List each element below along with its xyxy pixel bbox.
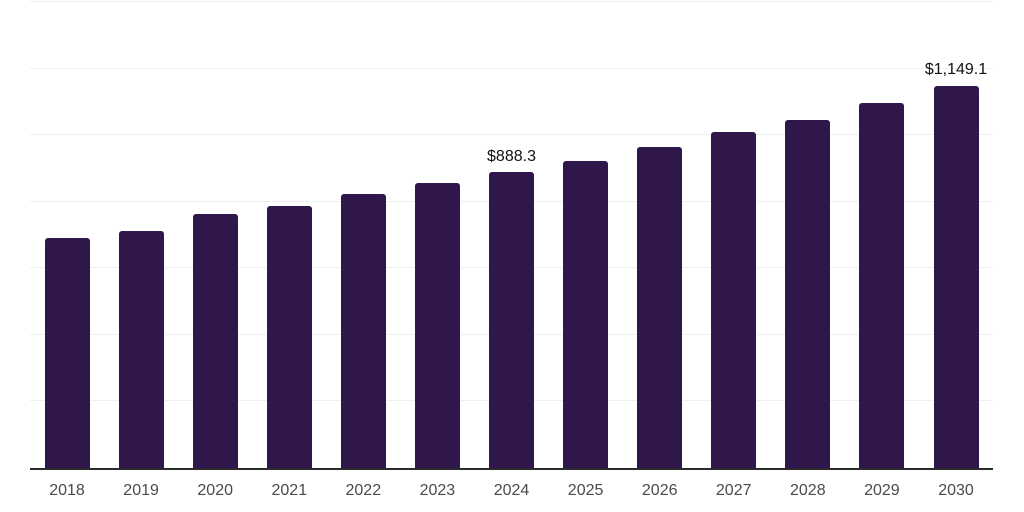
bar-2029 <box>859 102 905 468</box>
data-label-2024: $888.3 <box>487 148 536 166</box>
bar-2025 <box>563 161 609 468</box>
bar-2023 <box>414 183 460 468</box>
x-tick-label: 2027 <box>715 482 752 499</box>
x-tick-label: 2021 <box>271 482 308 499</box>
gridline <box>30 67 993 69</box>
data-label-2030: $1,149.1 <box>924 60 988 78</box>
x-tick-label: 2023 <box>419 482 456 499</box>
x-tick-label: 2026 <box>641 482 678 499</box>
x-tick-label: 2019 <box>123 482 159 499</box>
bar-2020 <box>192 214 238 468</box>
gridline <box>30 1 993 2</box>
x-tick-label: 2024 <box>493 482 530 499</box>
bar-2026 <box>637 147 683 468</box>
bar-2024 <box>489 172 534 468</box>
plot-area: $888.3 $1,149.1 <box>30 1 993 470</box>
x-tick-label: 2022 <box>345 482 382 499</box>
gridline <box>30 134 993 136</box>
bar-2019 <box>118 231 164 468</box>
bar-2027 <box>711 132 757 468</box>
bar-2028 <box>785 119 831 468</box>
x-tick-label: 2025 <box>567 482 604 499</box>
bar-2021 <box>266 206 312 468</box>
x-tick-label: 2030 <box>938 482 974 499</box>
x-tick-label: 2020 <box>197 482 233 499</box>
bar-2018 <box>44 237 90 468</box>
x-tick-label: 2029 <box>864 482 900 499</box>
x-tick-label: 2018 <box>49 482 85 499</box>
x-tick-label: 2028 <box>790 482 826 499</box>
x-axis: 2018 2019 2020 2021 2022 2023 2024 2025 2026 2027… <box>30 483 993 503</box>
bar-2030 <box>933 85 979 468</box>
bar-2022 <box>340 194 386 468</box>
